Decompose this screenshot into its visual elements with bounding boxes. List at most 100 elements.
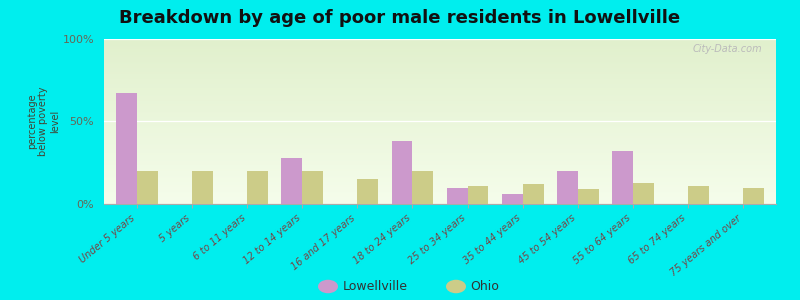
Bar bbox=[104, 0, 776, 43]
Bar bbox=[104, 0, 776, 86]
Bar bbox=[104, 0, 776, 76]
Bar bbox=[413, 171, 434, 204]
Bar bbox=[104, 0, 776, 70]
Bar bbox=[104, 0, 776, 83]
Bar bbox=[104, 0, 776, 154]
Bar bbox=[104, 0, 776, 82]
Bar bbox=[104, 0, 776, 81]
Bar bbox=[104, 0, 776, 164]
Bar bbox=[104, 0, 776, 118]
Bar bbox=[104, 0, 776, 102]
Bar bbox=[104, 25, 776, 190]
Bar bbox=[104, 0, 776, 97]
Bar bbox=[104, 0, 776, 41]
Bar bbox=[104, 0, 776, 163]
Bar bbox=[104, 18, 776, 183]
Bar bbox=[104, 0, 776, 112]
Bar bbox=[446, 188, 467, 204]
Bar bbox=[104, 0, 776, 139]
Bar bbox=[104, 2, 776, 167]
Bar bbox=[104, 0, 776, 148]
Bar bbox=[104, 0, 776, 159]
Bar bbox=[104, 0, 776, 104]
Bar bbox=[104, 0, 776, 155]
Bar bbox=[104, 10, 776, 175]
Bar bbox=[743, 188, 764, 204]
Bar bbox=[104, 0, 776, 106]
Bar bbox=[104, 8, 776, 173]
Bar bbox=[104, 34, 776, 199]
Bar bbox=[104, 0, 776, 157]
Bar bbox=[104, 0, 776, 159]
Bar bbox=[104, 0, 776, 149]
Bar bbox=[104, 37, 776, 202]
Bar bbox=[104, 14, 776, 178]
Bar bbox=[104, 0, 776, 140]
Bar bbox=[104, 29, 776, 194]
Text: Lowellville: Lowellville bbox=[342, 280, 407, 293]
Bar bbox=[247, 171, 268, 204]
Bar bbox=[104, 0, 776, 126]
Bar bbox=[104, 0, 776, 87]
Text: Ohio: Ohio bbox=[470, 280, 499, 293]
Bar bbox=[104, 0, 776, 52]
Bar bbox=[104, 0, 776, 153]
Bar bbox=[104, 0, 776, 64]
Bar bbox=[104, 0, 776, 116]
Bar bbox=[104, 0, 776, 100]
Bar bbox=[104, 0, 776, 123]
Bar bbox=[104, 0, 776, 98]
Bar bbox=[104, 0, 776, 130]
Bar bbox=[391, 141, 413, 204]
Bar bbox=[104, 22, 776, 188]
Bar bbox=[104, 0, 776, 111]
Bar bbox=[104, 0, 776, 108]
Bar bbox=[104, 0, 776, 74]
Bar bbox=[104, 0, 776, 129]
Bar bbox=[104, 0, 776, 88]
Bar bbox=[104, 0, 776, 141]
Bar bbox=[104, 0, 776, 124]
Bar bbox=[104, 0, 776, 55]
Bar bbox=[633, 182, 654, 204]
Bar bbox=[104, 0, 776, 47]
Bar bbox=[302, 171, 323, 204]
Text: Breakdown by age of poor male residents in Lowellville: Breakdown by age of poor male residents … bbox=[119, 9, 681, 27]
Bar bbox=[104, 0, 776, 140]
Bar bbox=[104, 39, 776, 204]
Bar bbox=[137, 171, 158, 204]
Bar bbox=[104, 0, 776, 54]
Bar bbox=[104, 0, 776, 46]
Bar bbox=[104, 0, 776, 136]
Bar bbox=[104, 13, 776, 178]
Bar bbox=[104, 0, 776, 79]
Bar bbox=[104, 0, 776, 127]
Bar bbox=[104, 0, 776, 116]
Bar bbox=[104, 0, 776, 80]
Bar bbox=[104, 0, 776, 44]
Bar bbox=[104, 0, 776, 89]
Bar bbox=[104, 0, 776, 126]
Bar bbox=[104, 0, 776, 61]
Bar bbox=[104, 0, 776, 85]
Bar bbox=[104, 0, 776, 133]
Bar bbox=[104, 0, 776, 91]
Bar bbox=[104, 0, 776, 68]
Bar bbox=[104, 0, 776, 110]
Bar bbox=[104, 4, 776, 169]
Bar bbox=[104, 32, 776, 196]
Bar bbox=[282, 158, 302, 204]
Bar bbox=[104, 0, 776, 56]
Bar bbox=[104, 0, 776, 93]
Bar bbox=[192, 171, 213, 204]
Bar bbox=[104, 0, 776, 90]
Bar bbox=[104, 0, 776, 50]
Bar bbox=[104, 9, 776, 174]
Bar bbox=[104, 0, 776, 165]
Bar bbox=[104, 0, 776, 65]
Bar bbox=[104, 4, 776, 169]
Bar bbox=[104, 0, 776, 59]
Bar bbox=[104, 27, 776, 193]
Bar bbox=[104, 0, 776, 114]
Bar bbox=[104, 6, 776, 171]
